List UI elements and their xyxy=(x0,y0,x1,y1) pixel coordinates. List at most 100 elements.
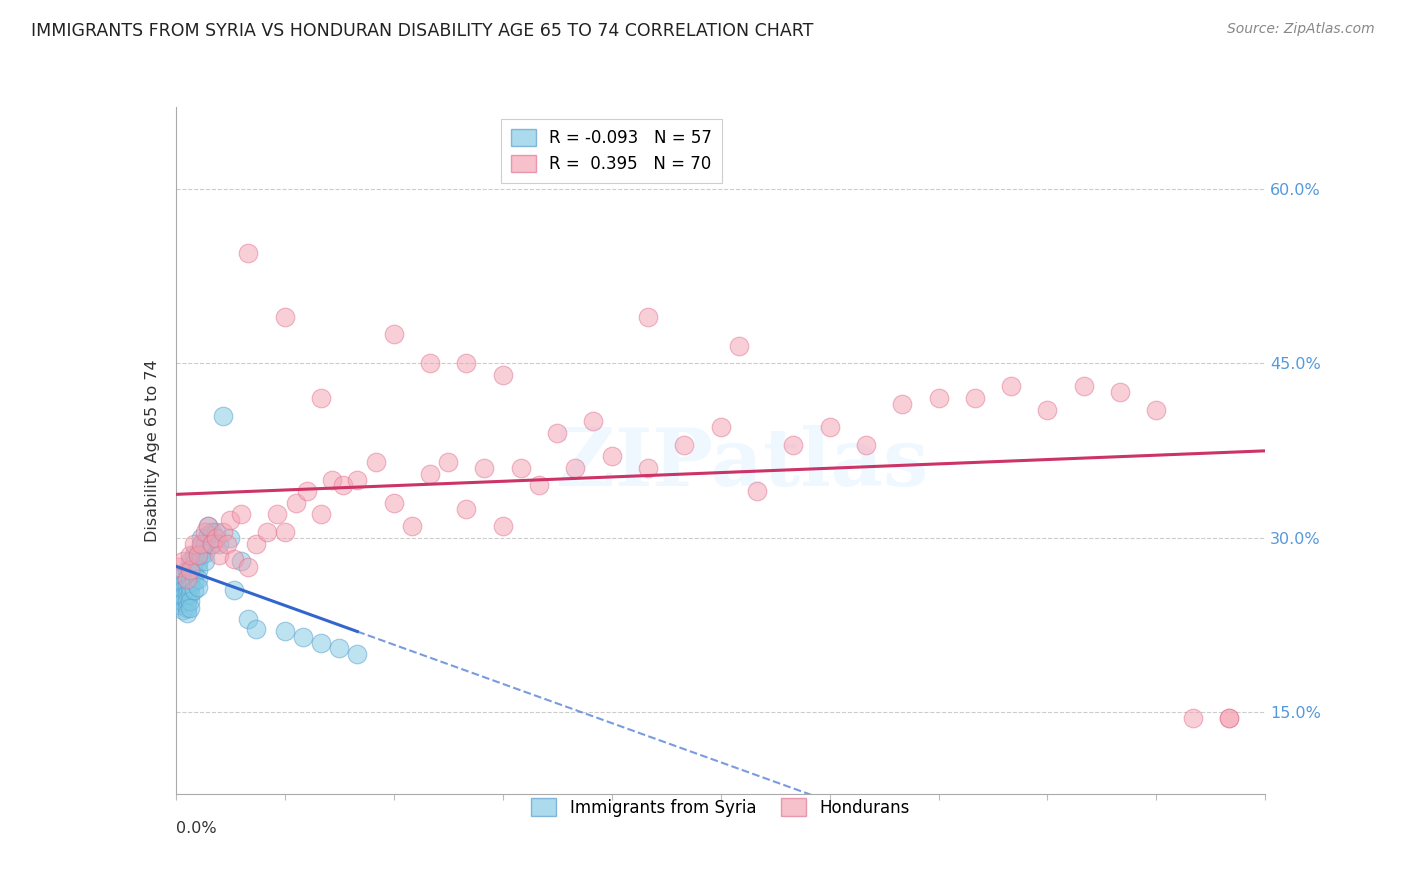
Point xyxy=(891,397,914,411)
Y-axis label: Disability Age 65 to 74: Disability Age 65 to 74 xyxy=(145,359,160,541)
Point xyxy=(197,519,219,533)
Point xyxy=(186,580,209,594)
Point xyxy=(176,587,198,601)
Point xyxy=(190,531,212,545)
Point xyxy=(419,467,441,481)
Point xyxy=(600,450,623,464)
Point xyxy=(169,560,191,574)
Point xyxy=(346,647,368,661)
Point xyxy=(309,391,332,405)
Text: ZIPatlas: ZIPatlas xyxy=(557,425,928,503)
Point xyxy=(1218,711,1240,725)
Point xyxy=(179,580,201,594)
Point xyxy=(201,536,224,550)
Point xyxy=(274,624,297,638)
Point xyxy=(782,437,804,451)
Point xyxy=(328,641,350,656)
Point xyxy=(183,574,205,588)
Point xyxy=(274,524,297,539)
Point xyxy=(201,524,224,539)
Point xyxy=(186,563,209,577)
Point xyxy=(172,603,194,617)
Point xyxy=(238,612,260,626)
Point xyxy=(245,622,267,636)
Point xyxy=(710,420,733,434)
Text: IMMIGRANTS FROM SYRIA VS HONDURAN DISABILITY AGE 65 TO 74 CORRELATION CHART: IMMIGRANTS FROM SYRIA VS HONDURAN DISABI… xyxy=(31,22,813,40)
Point xyxy=(637,461,659,475)
Point xyxy=(183,536,205,550)
Point xyxy=(332,478,354,492)
Point xyxy=(456,501,478,516)
Point xyxy=(169,599,191,613)
Point xyxy=(172,589,194,603)
Point xyxy=(238,560,260,574)
Point xyxy=(818,420,841,434)
Point xyxy=(928,391,950,405)
Point xyxy=(197,519,219,533)
Point xyxy=(169,589,191,603)
Point xyxy=(212,409,235,423)
Point xyxy=(401,519,423,533)
Point xyxy=(183,557,205,571)
Point xyxy=(238,245,260,260)
Point xyxy=(190,536,212,550)
Point xyxy=(309,508,332,522)
Point xyxy=(527,478,550,492)
Point xyxy=(673,437,696,451)
Point xyxy=(169,572,191,586)
Point xyxy=(291,630,314,644)
Point xyxy=(186,557,209,571)
Point xyxy=(382,326,405,341)
Point xyxy=(172,583,194,598)
Point xyxy=(231,554,253,568)
Point xyxy=(179,587,201,601)
Point xyxy=(194,524,217,539)
Point xyxy=(509,461,531,475)
Point xyxy=(197,528,219,542)
Point xyxy=(215,536,238,550)
Point xyxy=(201,536,224,550)
Point xyxy=(176,580,198,594)
Point xyxy=(176,572,198,586)
Point xyxy=(474,461,496,475)
Point xyxy=(176,600,198,615)
Point xyxy=(219,513,242,527)
Point xyxy=(169,580,191,594)
Point xyxy=(382,496,405,510)
Point xyxy=(179,572,201,586)
Point xyxy=(564,461,586,475)
Point xyxy=(546,425,568,440)
Point xyxy=(231,508,253,522)
Point xyxy=(176,572,198,586)
Point xyxy=(256,524,278,539)
Point xyxy=(176,593,198,607)
Point xyxy=(745,484,768,499)
Point xyxy=(208,548,231,562)
Point xyxy=(1218,711,1240,725)
Point xyxy=(179,600,201,615)
Text: 0.0%: 0.0% xyxy=(176,822,217,837)
Text: Source: ZipAtlas.com: Source: ZipAtlas.com xyxy=(1227,22,1375,37)
Point xyxy=(419,356,441,370)
Point xyxy=(1109,385,1132,400)
Point xyxy=(208,536,231,550)
Point xyxy=(222,551,245,566)
Point xyxy=(172,595,194,609)
Point xyxy=(1146,402,1168,417)
Point xyxy=(183,548,205,562)
Point xyxy=(186,548,209,562)
Point xyxy=(1181,711,1204,725)
Point xyxy=(245,536,267,550)
Point xyxy=(179,554,201,568)
Point xyxy=(437,455,460,469)
Point xyxy=(321,473,343,487)
Point xyxy=(212,524,235,539)
Point xyxy=(194,536,217,550)
Point xyxy=(190,540,212,554)
Point xyxy=(492,519,515,533)
Point xyxy=(309,635,332,649)
Point xyxy=(172,554,194,568)
Point xyxy=(727,339,749,353)
Point xyxy=(183,566,205,580)
Point xyxy=(183,583,205,598)
